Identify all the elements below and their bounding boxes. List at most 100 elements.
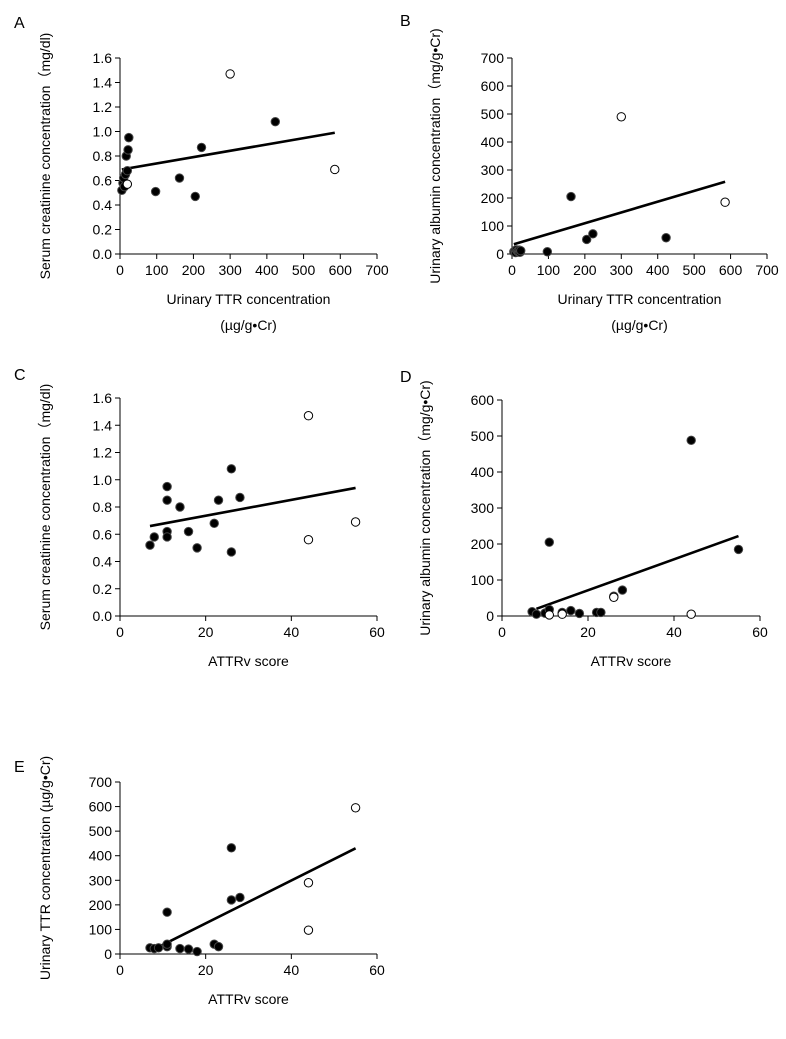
data-point-filled xyxy=(149,532,159,542)
y-tick-label: 500 xyxy=(89,823,113,839)
data-point-filled xyxy=(566,605,576,616)
x-tick-label: 0 xyxy=(116,962,124,978)
panel-c: C 0.0 0.2 0.4 0.6 0.8 1.0 1.2 1.4 1.6 0 20 40 60 ATTRv… xyxy=(14,367,385,669)
y-tick-label: 0 xyxy=(104,946,112,962)
x-axis-label: ATTRv score xyxy=(208,991,289,1007)
panel-d: D 0 100 200 300 400 500 600 0 20 40 60 ATTRv score Ur… xyxy=(400,369,768,669)
data-point-filled xyxy=(122,166,133,176)
y-tick-label: 700 xyxy=(89,774,113,790)
data-point-filled xyxy=(145,540,155,550)
panel-letter: A xyxy=(14,15,25,32)
data-point-filled xyxy=(226,843,237,853)
data-point-filled xyxy=(574,608,585,619)
data-point-filled xyxy=(183,944,194,954)
y-tick-label: 100 xyxy=(481,218,505,234)
data-point-filled xyxy=(226,895,237,905)
y-tick-label: 200 xyxy=(471,536,495,552)
data-point-filled xyxy=(174,173,185,183)
y-tick-label: 0.6 xyxy=(93,526,113,542)
y-tick-label: 500 xyxy=(481,106,505,122)
x-axis-label: ATTRv score xyxy=(591,653,672,669)
x-tick-label: 700 xyxy=(755,262,779,278)
data-point-open xyxy=(616,112,626,122)
trendline xyxy=(535,534,739,611)
x-tick-label: 0 xyxy=(508,262,516,278)
data-point-filled xyxy=(235,492,245,503)
x-tick-label: 400 xyxy=(646,262,670,278)
data-point-open xyxy=(303,535,314,545)
trendline xyxy=(149,486,356,528)
y-tick-label: 300 xyxy=(89,872,113,888)
data-point-filled xyxy=(209,518,219,529)
y-tick-label: 1.6 xyxy=(93,50,113,66)
x-tick-label: 500 xyxy=(292,262,316,278)
y-tick-label: 400 xyxy=(481,134,505,150)
data-point-open xyxy=(686,609,696,619)
y-tick-label: 0.8 xyxy=(93,499,113,515)
x-tick-label: 600 xyxy=(719,262,743,278)
data-point-filled xyxy=(183,526,194,537)
data-point-filled xyxy=(596,607,606,618)
data-point-open xyxy=(544,610,554,620)
data-point-filled xyxy=(123,145,133,155)
panel-letter: D xyxy=(400,369,412,386)
y-tick-label: 0.6 xyxy=(93,173,113,189)
x-tick-label: 60 xyxy=(369,962,385,978)
y-tick-label: 1.4 xyxy=(93,75,113,91)
data-point-filled xyxy=(733,544,744,555)
data-point-filled xyxy=(686,435,696,446)
x-tick-label: 60 xyxy=(369,624,385,640)
y-tick-label: 0.0 xyxy=(93,608,113,624)
data-point-open xyxy=(303,878,314,888)
data-point-filled xyxy=(588,229,598,239)
y-axis-label: Urinary albumin concentration（mg/g•Cr) xyxy=(427,28,443,283)
trendline xyxy=(513,180,726,246)
y-tick-label: 100 xyxy=(89,921,113,937)
y-tick-label: 300 xyxy=(471,500,495,516)
y-tick-label: 1.4 xyxy=(93,417,113,433)
x-tick-label: 400 xyxy=(255,262,279,278)
data-point-filled xyxy=(617,585,628,595)
data-point-filled xyxy=(542,247,553,257)
y-tick-label: 400 xyxy=(89,848,113,864)
x-tick-label: 100 xyxy=(537,262,561,278)
trendline xyxy=(153,847,357,951)
trendline xyxy=(121,131,335,171)
x-tick-label: 500 xyxy=(682,262,706,278)
data-point-open xyxy=(303,411,314,421)
data-point-filled xyxy=(192,543,202,553)
x-tick-label: 0 xyxy=(498,624,506,640)
x-tick-label: 200 xyxy=(573,262,597,278)
y-tick-label: 0 xyxy=(486,608,494,624)
x-tick-label: 0 xyxy=(116,624,124,640)
data-point-open xyxy=(557,609,567,619)
x-tick-label: 300 xyxy=(218,262,242,278)
y-tick-label: 0.2 xyxy=(93,581,113,597)
y-tick-label: 500 xyxy=(471,428,495,444)
x-tick-label: 20 xyxy=(198,624,214,640)
data-point-open xyxy=(350,517,361,527)
data-point-filled xyxy=(226,464,237,474)
y-tick-label: 0.4 xyxy=(93,554,113,570)
x-tick-label: 20 xyxy=(198,962,214,978)
data-point-open xyxy=(225,69,235,79)
data-point-filled xyxy=(124,132,134,143)
x-tick-label: 40 xyxy=(284,624,300,640)
data-point-filled xyxy=(566,191,576,202)
data-point-filled xyxy=(226,547,237,557)
x-tick-label: 20 xyxy=(580,624,596,640)
data-point-filled xyxy=(162,939,172,949)
data-point-filled xyxy=(175,943,185,954)
x-tick-label: 40 xyxy=(666,624,682,640)
panel-letter: E xyxy=(14,759,25,776)
panel-a: A 0.0 0.2 0.4 0.6 0.8 1.0 1.2 1.4 1.6 0 100 200 300 40… xyxy=(14,15,389,333)
y-tick-label: 1.2 xyxy=(93,99,113,115)
panel-letter: C xyxy=(14,367,26,384)
x-tick-label: 100 xyxy=(145,262,169,278)
data-point-filled xyxy=(162,481,172,492)
y-tick-label: 1.0 xyxy=(93,472,113,488)
data-point-filled xyxy=(150,186,161,197)
y-tick-label: 0.0 xyxy=(93,246,113,262)
data-point-filled xyxy=(192,946,202,957)
y-tick-label: 400 xyxy=(471,464,495,480)
